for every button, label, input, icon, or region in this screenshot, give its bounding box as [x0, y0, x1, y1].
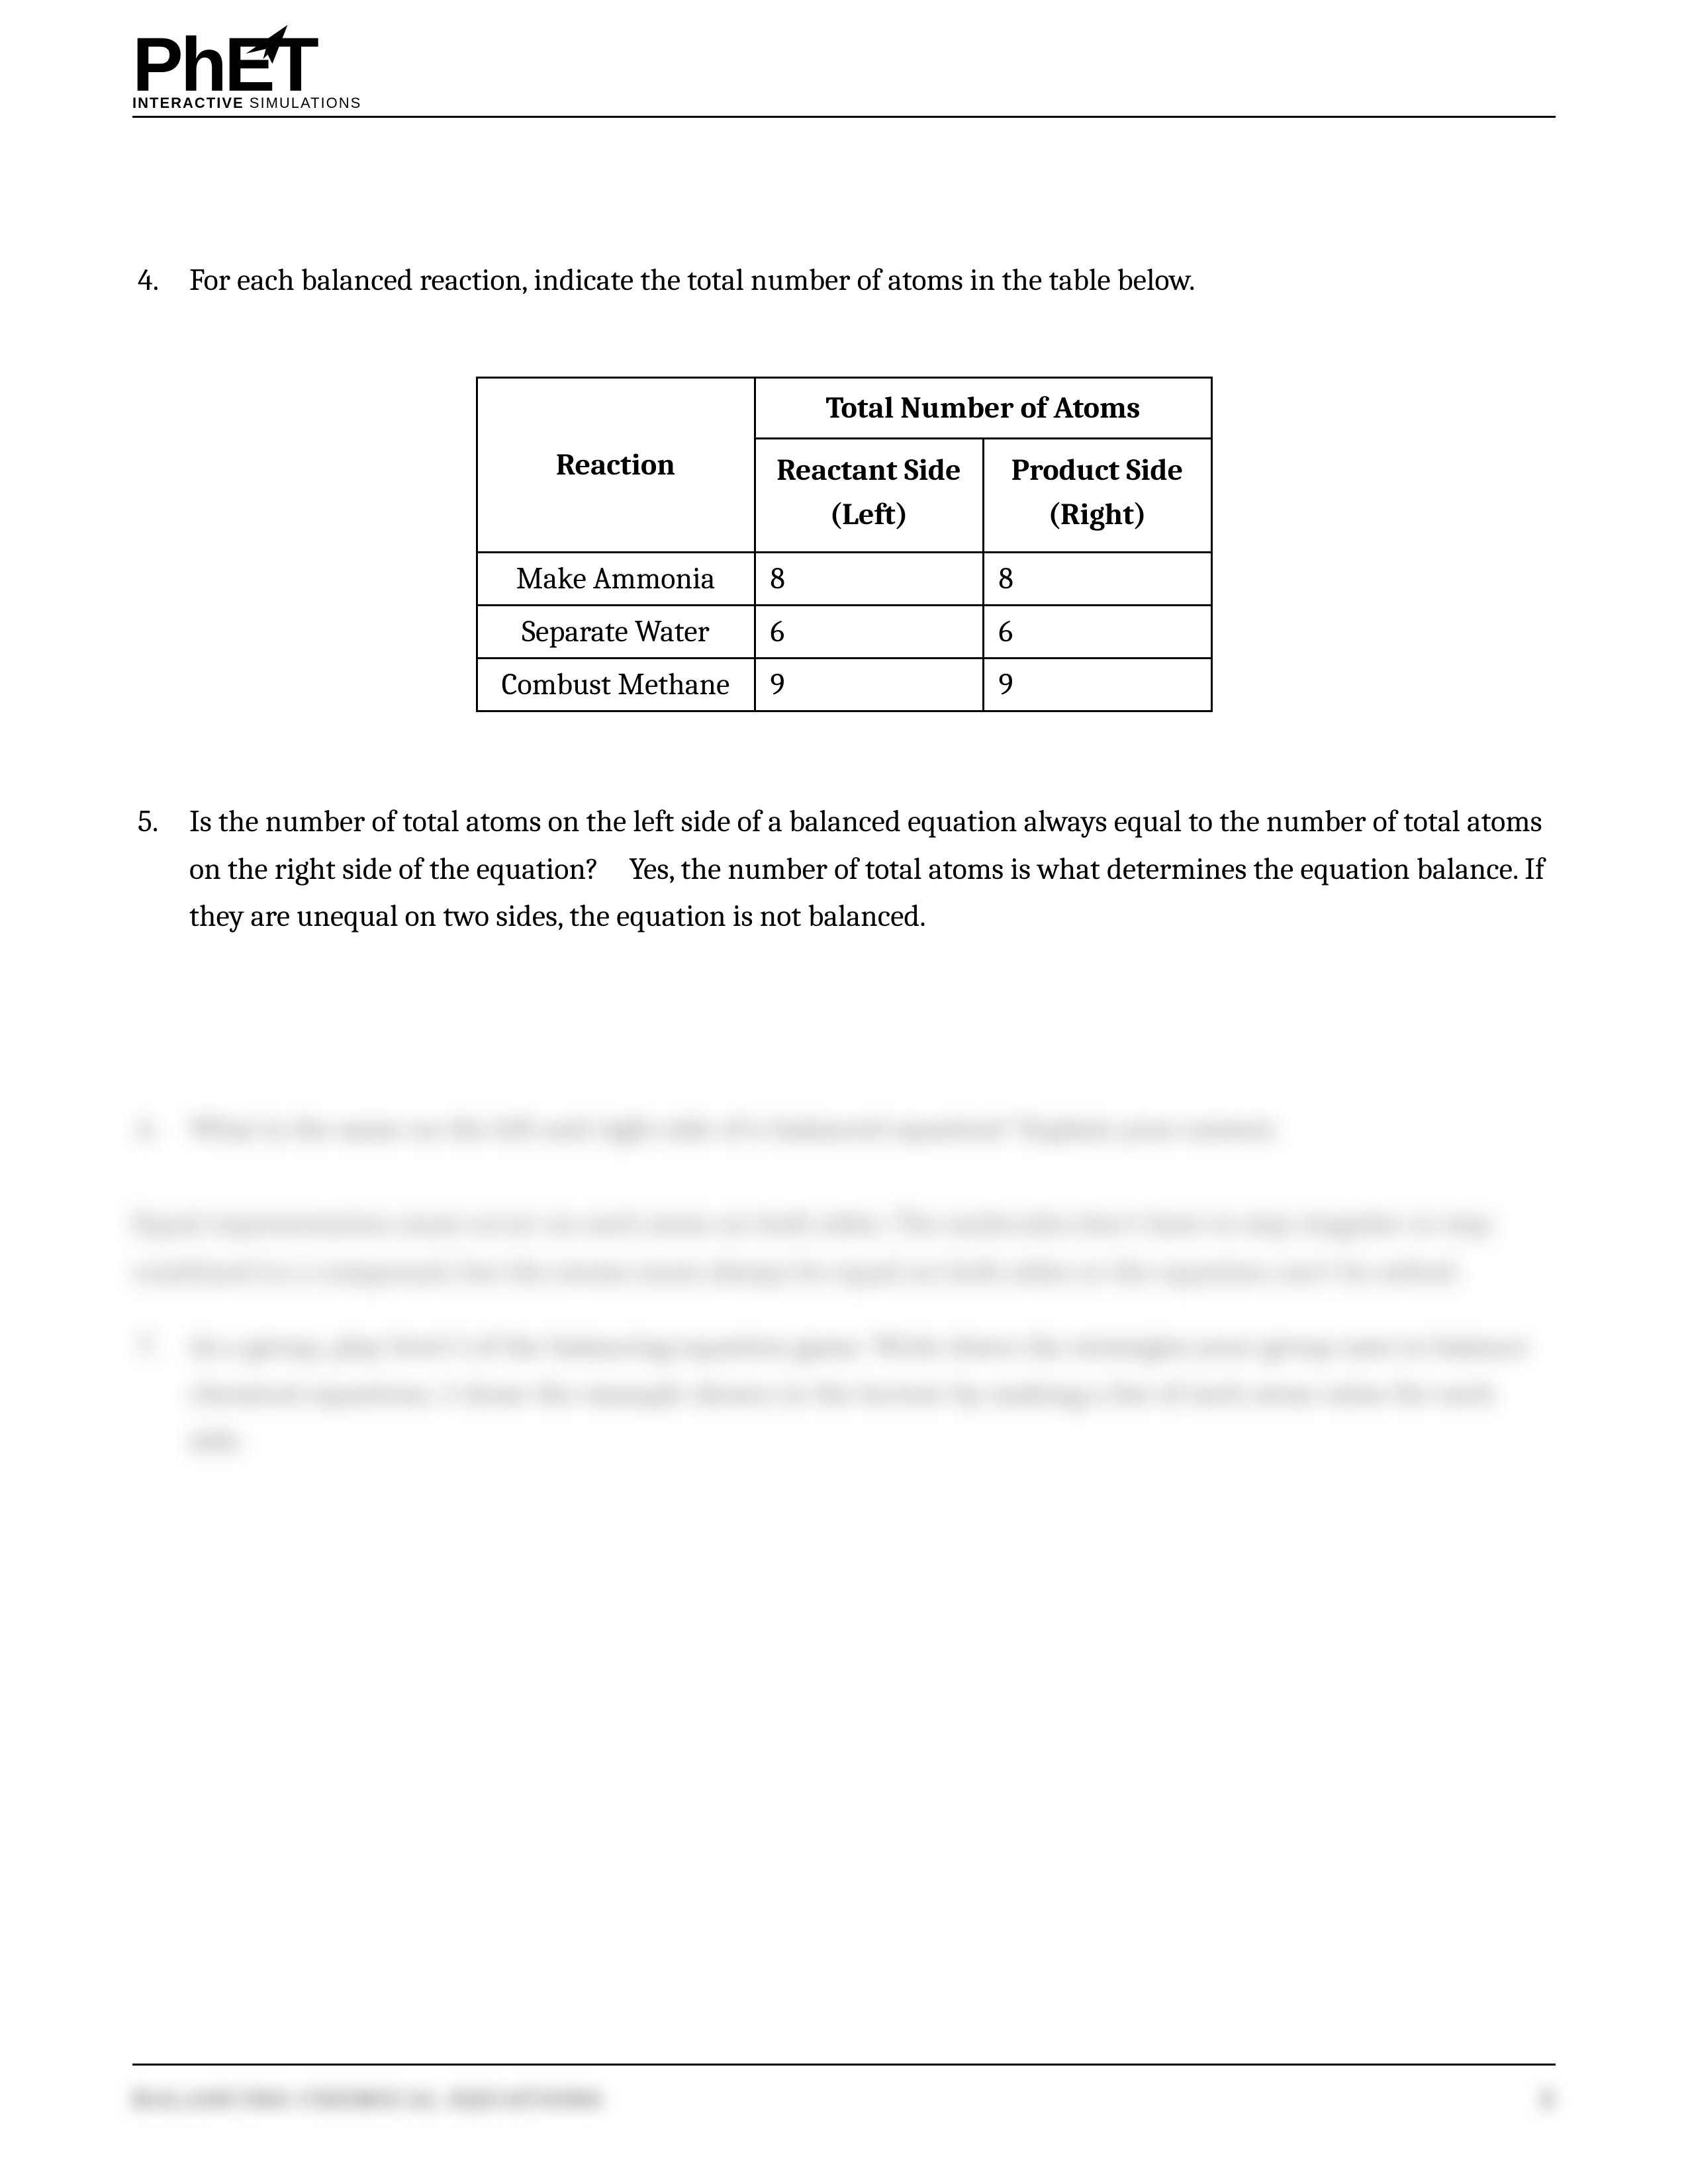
question-6-blurred: 6. What is the same on the left and righ… — [132, 1105, 1556, 1152]
blurred-answer-block: Equal representation must occur on each … — [132, 1199, 1556, 1297]
footer-divider — [132, 2064, 1556, 2066]
spacer — [132, 986, 1556, 1105]
cell-reactant: 9 — [755, 659, 983, 711]
question-number: 6. — [132, 1105, 189, 1152]
cell-reactant: 6 — [755, 606, 983, 659]
content-area: 4. For each balanced reaction, indicate … — [132, 124, 1556, 1465]
cell-reactant: 8 — [755, 553, 983, 606]
cell-reaction: Separate Water — [477, 606, 755, 659]
logo-wordmark: PhET — [132, 33, 361, 98]
header-reaction: Reaction — [477, 378, 755, 553]
question-text: Is the number of total atoms on the left… — [189, 798, 1556, 940]
question-text: What is the same on the left and right s… — [189, 1105, 1556, 1152]
table-header-row: Reaction Total Number of Atoms — [477, 378, 1211, 439]
subheader-product: Product Side (Right) — [983, 439, 1211, 553]
cell-product: 6 — [983, 606, 1211, 659]
atoms-table: Reaction Total Number of Atoms Reactant … — [476, 377, 1213, 712]
footer-left: BALANCING CHEMICAL EQUATIONS — [132, 2084, 603, 2115]
question-number: 4. — [132, 257, 189, 304]
paper-plane-icon — [244, 21, 290, 68]
cell-product: 9 — [983, 659, 1211, 711]
cell-reaction: Make Ammonia — [477, 553, 755, 606]
question-number: 7. — [132, 1323, 189, 1465]
header-total-atoms: Total Number of Atoms — [755, 378, 1211, 439]
cell-product: 8 — [983, 553, 1211, 606]
table-row: Make Ammonia 8 8 — [477, 553, 1211, 606]
question-4: 4. For each balanced reaction, indicate … — [132, 257, 1556, 304]
question-7-blurred: 7. As a group, play level 1 of the balan… — [132, 1323, 1556, 1465]
blurred-region: 6. What is the same on the left and righ… — [132, 1105, 1556, 1464]
footer-right: 3 — [1540, 2084, 1556, 2115]
header-divider — [132, 116, 1556, 118]
cell-reaction: Combust Methane — [477, 659, 755, 711]
table-row: Separate Water 6 6 — [477, 606, 1211, 659]
footer-text: BALANCING CHEMICAL EQUATIONS 3 — [132, 2084, 1556, 2115]
page: PhET INTERACTIVE SIMULATIONS 4. For each… — [0, 0, 1688, 2184]
subheader-reactant: Reactant Side (Left) — [755, 439, 983, 553]
question-number: 5. — [132, 798, 189, 940]
question-5: 5. Is the number of total atoms on the l… — [132, 798, 1556, 940]
table-row: Combust Methane 9 9 — [477, 659, 1211, 711]
phet-logo: PhET INTERACTIVE SIMULATIONS — [132, 33, 361, 112]
question-text: For each balanced reaction, indicate the… — [189, 257, 1556, 304]
spacer — [132, 732, 1556, 798]
page-header: PhET INTERACTIVE SIMULATIONS — [132, 33, 1556, 118]
question-text: As a group, play level 1 of the balancin… — [189, 1323, 1556, 1465]
page-footer: BALANCING CHEMICAL EQUATIONS 3 — [132, 2064, 1556, 2115]
